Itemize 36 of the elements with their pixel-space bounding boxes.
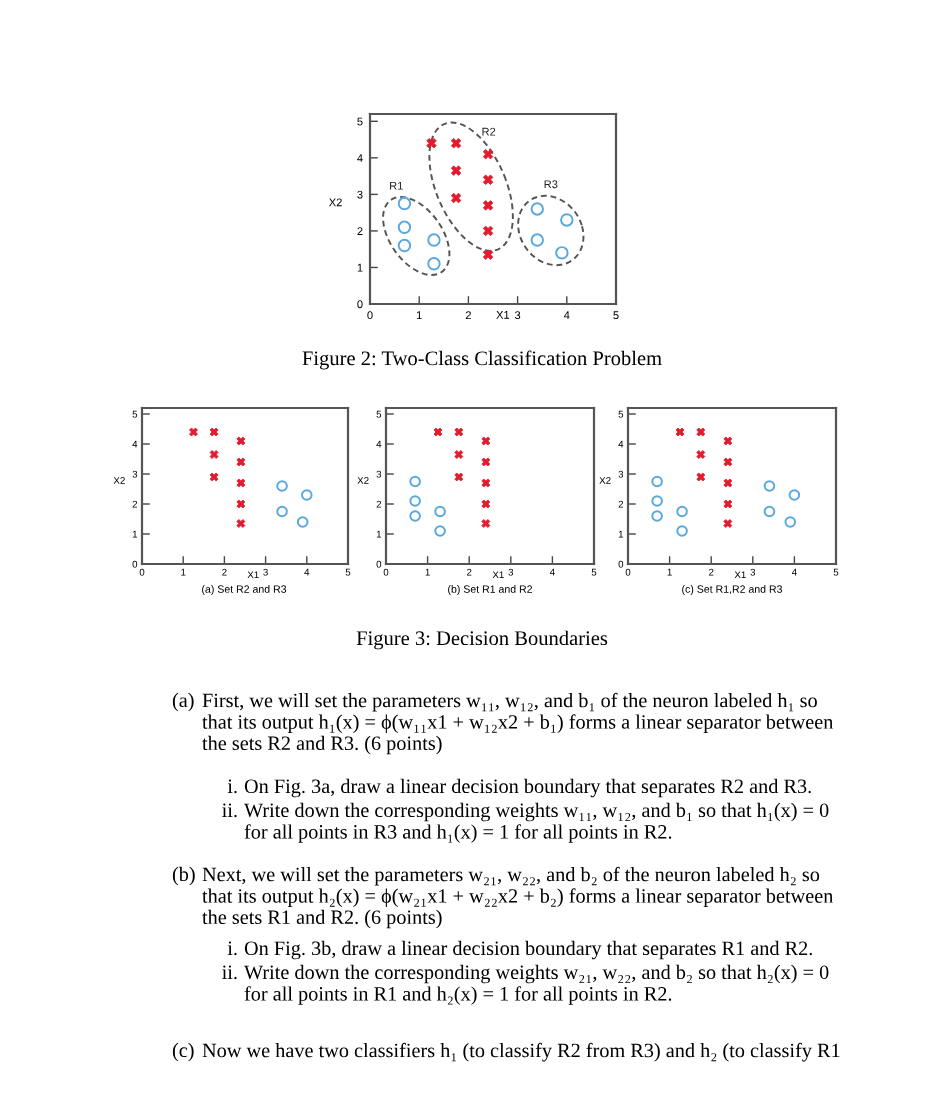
point [434, 505, 446, 518]
point [763, 505, 776, 518]
point [560, 213, 574, 227]
point [763, 480, 776, 492]
text: i. On Fig. 3b, draw a linear decision boundary that separates R1 and R2. [227, 940, 812, 960]
point [555, 246, 569, 260]
point [434, 525, 446, 537]
point [397, 196, 412, 211]
point [296, 516, 309, 528]
point [651, 475, 663, 488]
point [301, 489, 313, 501]
point [784, 516, 797, 528]
point [530, 202, 544, 216]
point [409, 475, 421, 488]
text: (a) First, we will set the parameters w₁₁, w₁₂, and b₁ of the neuron labeled h₁ so that its output h₁(x) = ϕ(w₁₁x1 + w₁₂x2 + b₁) forms a linear separator between the sets R2 and R3. (6 points) [172, 692, 834, 755]
text: ii. Write down the corresponding weights w₁₁, w₁₂, and b₁ so that h₁(x) = 0 for all points in R3 and h₁(x) = 1 for all points in R2. [222, 802, 829, 843]
point [409, 510, 421, 522]
text: ii. Write down the corresponding weights w₂₁, w₂₂, and b₂ so that h₂(x) = 0 for all points in R1 and h₂(x) = 1 for all points in R2. [222, 964, 829, 1005]
point [397, 238, 412, 253]
text: i. On Fig. 3a, draw a linear decision boundary that separates R2 and R3. [227, 778, 811, 798]
point [276, 505, 288, 518]
point [788, 489, 801, 501]
point [651, 495, 663, 507]
point [427, 257, 441, 271]
point [651, 510, 663, 522]
text: (b) Next, we will set the parameters w₂₁, w₂₂, and b₂ of the neuron labeled h₂ so that its output h₂(x) = ϕ(w₂₁x1 + w₂₂x2 + b₂) forms a linear separator between the sets R1 and R2. (6 points) [172, 866, 834, 929]
caption: Figure 3: Decision Boundaries [356, 630, 608, 650]
text: Figure 2: Two-Class Classification Problem [302, 350, 662, 370]
point [409, 495, 421, 507]
point [676, 505, 688, 518]
point [427, 233, 441, 247]
text: (c) Now we have two classifiers h₁ (to classify R2 from R3) and h₂ (to classify R1 [172, 1042, 840, 1062]
point [397, 220, 412, 234]
point [676, 525, 688, 537]
point [530, 233, 544, 247]
point [276, 480, 288, 492]
